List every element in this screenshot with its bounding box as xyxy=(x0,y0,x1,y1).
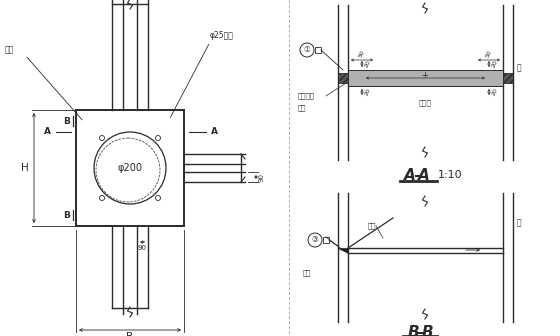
Text: 衬垫板: 衬垫板 xyxy=(419,100,431,106)
Text: B: B xyxy=(421,325,433,336)
Bar xyxy=(338,73,348,83)
Text: 钢板: 钢板 xyxy=(368,223,376,229)
Text: B: B xyxy=(407,325,419,336)
Text: B: B xyxy=(127,332,134,336)
Bar xyxy=(348,70,503,86)
Text: 柱: 柱 xyxy=(517,218,521,227)
Text: A: A xyxy=(418,168,430,183)
Text: φ25栓孔: φ25栓孔 xyxy=(210,31,234,40)
Text: 20: 20 xyxy=(364,87,372,97)
Text: 衬垫钢板: 衬垫钢板 xyxy=(298,93,315,99)
Text: H: H xyxy=(21,163,29,173)
Text: +: + xyxy=(422,72,428,81)
Text: A: A xyxy=(211,127,218,136)
Text: φ200: φ200 xyxy=(118,163,142,173)
Text: 20: 20 xyxy=(364,59,372,69)
Text: –: – xyxy=(413,168,421,183)
Polygon shape xyxy=(338,248,348,253)
Text: –: – xyxy=(416,325,424,336)
Text: 50: 50 xyxy=(485,49,493,58)
Bar xyxy=(503,73,513,83)
Text: 20: 20 xyxy=(491,59,499,69)
Text: A: A xyxy=(44,127,51,136)
Text: 20: 20 xyxy=(491,87,499,97)
Text: ①: ① xyxy=(304,45,310,54)
Text: 1:10: 1:10 xyxy=(438,170,463,180)
Text: ③: ③ xyxy=(311,236,319,245)
Text: 钢板: 钢板 xyxy=(303,270,311,276)
Text: 钢板: 钢板 xyxy=(298,105,306,111)
Text: B: B xyxy=(63,117,70,126)
Text: A: A xyxy=(404,168,416,183)
Bar xyxy=(315,47,321,53)
Text: 柱: 柱 xyxy=(517,64,521,73)
Text: 槽高: 槽高 xyxy=(5,45,14,54)
Text: 50: 50 xyxy=(358,49,366,58)
Bar xyxy=(323,237,329,243)
Text: 90: 90 xyxy=(138,245,147,251)
Text: B: B xyxy=(63,210,70,219)
Text: 90: 90 xyxy=(258,172,264,181)
